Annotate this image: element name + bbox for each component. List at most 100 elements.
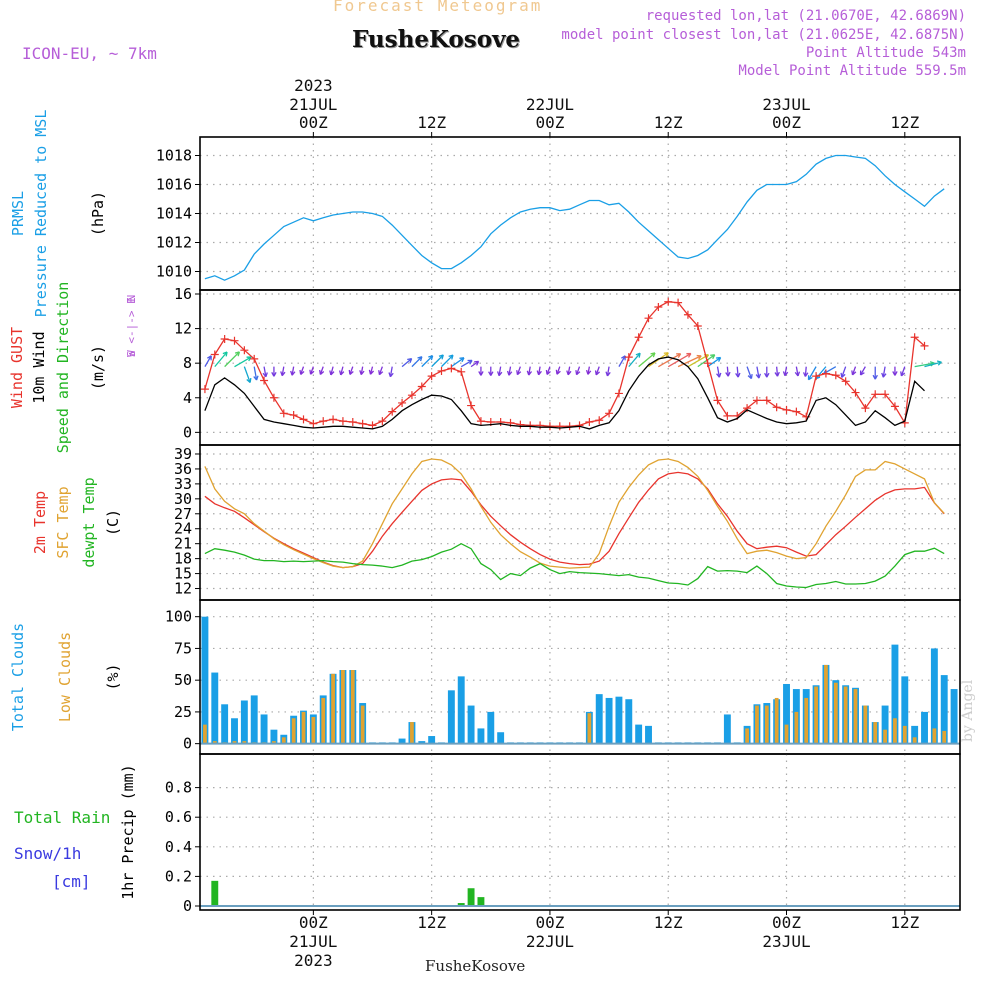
bar-clouds-0 xyxy=(921,711,928,744)
wind-arrow-head xyxy=(764,372,770,378)
wind-arrow-shaft xyxy=(914,362,935,368)
direction-key-n: N xyxy=(125,295,138,302)
wind-arrow-head xyxy=(290,370,296,376)
wind-arrow-shaft xyxy=(595,366,600,376)
gust-marker xyxy=(565,422,574,431)
gust-marker xyxy=(545,422,554,431)
wind-arrow-shaft xyxy=(851,366,857,376)
requested-coordinates: requested lon,lat (21.0670E, 42.6869N) xyxy=(645,8,966,24)
gust-marker xyxy=(624,353,633,362)
wind-arrow-shaft xyxy=(677,355,702,368)
bar-clouds-1 xyxy=(321,697,326,744)
wind-arrow xyxy=(764,366,770,378)
gust-marker xyxy=(358,419,367,428)
wind-arrow-shaft xyxy=(460,359,473,368)
wind-arrow-head xyxy=(802,372,809,377)
y-tick-label: 30 xyxy=(174,490,192,508)
wind-arrow xyxy=(496,366,503,377)
bar-clouds-0 xyxy=(260,714,268,744)
wind-arrow xyxy=(735,366,741,378)
gust-marker xyxy=(634,333,643,342)
wind-arrow-shaft xyxy=(389,366,393,377)
gust-marker xyxy=(664,297,673,306)
gust-marker xyxy=(260,376,269,385)
bar-clouds-0 xyxy=(428,736,436,744)
wind-arrow xyxy=(271,366,277,377)
bar-precipitation-0 xyxy=(467,888,475,906)
bottom-hour-label: 12Z xyxy=(417,913,446,932)
wind-arrow-head xyxy=(686,352,692,358)
wind-arrow-head xyxy=(271,372,277,377)
bottom-date-label: 21JUL xyxy=(289,932,337,951)
wind-arrow-head xyxy=(605,371,611,377)
wind-arrow-shaft xyxy=(498,366,502,376)
gust-marker xyxy=(614,389,623,398)
wind-arrow xyxy=(859,366,866,376)
bottom-date-label: 22JUL xyxy=(526,932,574,951)
y-tick-label: 0 xyxy=(183,897,192,915)
bar-clouds-1 xyxy=(853,689,858,744)
gust-marker xyxy=(713,396,722,405)
wind-arrow xyxy=(802,366,809,377)
gust-marker xyxy=(881,390,890,399)
model-label: ICON-EU, ~ 7km xyxy=(22,44,157,63)
wind-arrow xyxy=(262,366,268,378)
wind-arrow-head xyxy=(526,370,533,376)
bar-clouds-1 xyxy=(784,724,789,744)
wind-arrow-shaft xyxy=(441,354,454,368)
wind-arrow-shaft xyxy=(546,366,551,375)
wind-arrow xyxy=(309,366,315,375)
y-tick-label: 16 xyxy=(174,285,192,303)
bar-clouds-0 xyxy=(221,704,229,744)
top-hour-label: 12Z xyxy=(417,113,446,132)
y-tick-label: 100 xyxy=(165,608,192,626)
wind-arrow xyxy=(488,366,494,376)
wind-arrow xyxy=(746,366,753,380)
gust-marker xyxy=(910,333,919,342)
gust-marker xyxy=(309,419,318,428)
wind-arrow-head xyxy=(309,369,315,375)
gust-marker xyxy=(920,341,929,350)
wind-arrow xyxy=(794,366,801,377)
y-tick-label: 24 xyxy=(174,520,192,538)
wind-arrow xyxy=(411,356,423,368)
wind-arrow xyxy=(892,366,898,376)
wind-arrow-head xyxy=(545,369,551,375)
gust-marker xyxy=(447,364,456,373)
wind-arrow xyxy=(881,366,887,378)
bar-clouds-1 xyxy=(203,724,207,744)
bar-clouds-0 xyxy=(950,689,958,744)
wind-arrow-shaft xyxy=(841,366,847,378)
gust-marker xyxy=(683,310,692,319)
bar-clouds-1 xyxy=(745,728,749,744)
bar-precipitation-0 xyxy=(211,880,219,906)
gust-marker xyxy=(417,382,426,391)
wind-arrow-head xyxy=(246,377,252,384)
series-temperature-1 xyxy=(204,458,945,569)
panel-precipitation: 0 0.2 0.4 0.6 0.8 1hr Precip (mm) Total Rain Sn… xyxy=(14,753,961,915)
wind-arrow xyxy=(872,366,878,380)
y-axis-label: Wind GUST xyxy=(8,327,26,408)
wind-arrow-shaft xyxy=(516,366,521,375)
bar-clouds-0 xyxy=(447,690,455,744)
wind-arrow-shaft xyxy=(537,366,541,375)
y-tick-label: 0.2 xyxy=(165,867,192,885)
wind-arrow-head xyxy=(710,354,716,360)
wind-arrow xyxy=(421,355,434,368)
gust-marker xyxy=(851,388,860,397)
wind-arrow-shaft xyxy=(291,366,295,376)
wind-arrow-head xyxy=(716,372,722,378)
gust-marker xyxy=(437,366,446,375)
wind-arrow xyxy=(707,356,722,368)
wind-arrow-shaft xyxy=(707,357,721,368)
bar-clouds-1 xyxy=(281,737,286,744)
bar-clouds-1 xyxy=(912,737,917,744)
wind-arrow-head xyxy=(253,375,259,381)
wind-arrow-head xyxy=(536,370,542,376)
y-axis-label: (hPa) xyxy=(89,191,107,236)
wind-arrow-head xyxy=(936,360,942,366)
wind-arrow-head xyxy=(474,360,480,366)
y-tick-label: 50 xyxy=(174,671,192,689)
bar-clouds-0 xyxy=(240,700,248,744)
